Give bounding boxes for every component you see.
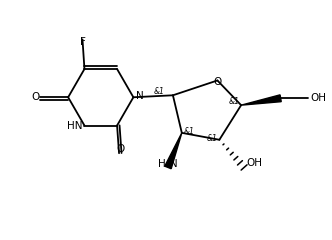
Text: O: O [31, 92, 40, 102]
Text: HN: HN [67, 120, 82, 131]
Text: N: N [136, 91, 144, 101]
Text: O: O [116, 144, 124, 154]
Text: &1: &1 [228, 97, 239, 106]
Text: &1: &1 [154, 87, 165, 96]
Text: &1: &1 [184, 127, 195, 136]
Text: OH: OH [246, 158, 262, 168]
Polygon shape [241, 95, 281, 105]
Text: OH: OH [310, 93, 326, 103]
Polygon shape [165, 133, 182, 169]
Text: &1: &1 [207, 134, 217, 143]
Text: O: O [213, 78, 221, 88]
Text: H₂N: H₂N [158, 159, 178, 169]
Text: F: F [80, 37, 85, 47]
